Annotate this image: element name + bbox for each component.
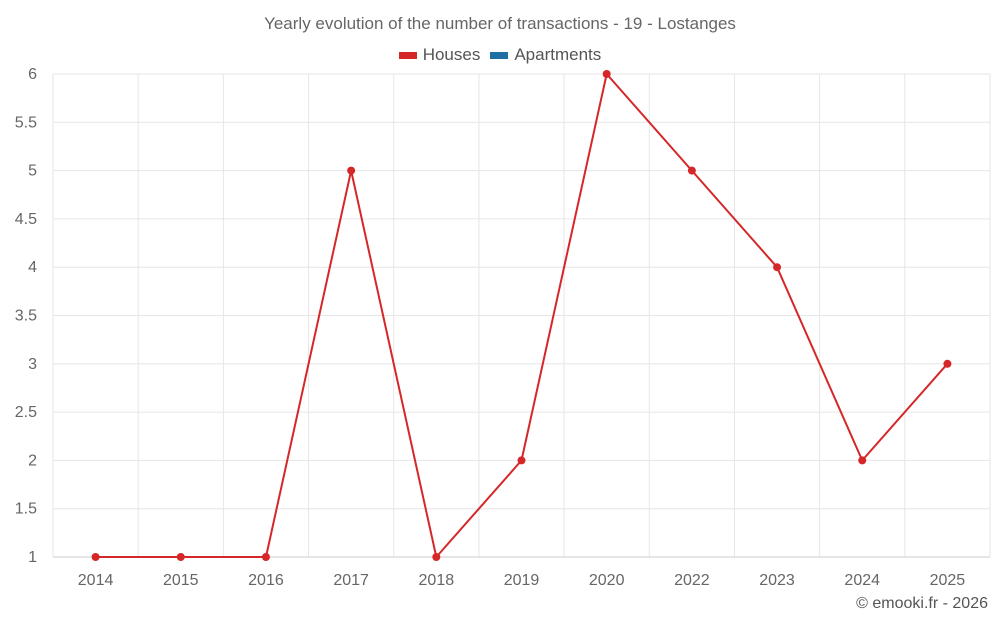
x-tick-label: 2022 <box>674 572 710 589</box>
y-tick-label: 1.5 <box>15 501 37 518</box>
x-tick-label: 2014 <box>78 572 114 589</box>
legend-swatch-apartments <box>490 51 509 59</box>
x-tick-label: 2019 <box>504 572 540 589</box>
x-tick-label: 2018 <box>419 572 455 589</box>
data-point[interactable] <box>602 70 611 78</box>
legend: Houses Apartments <box>0 45 1000 65</box>
footer-credit: © emooki.fr - 2026 <box>856 595 988 612</box>
data-point[interactable] <box>517 456 526 465</box>
data-point[interactable] <box>687 166 696 175</box>
data-point[interactable] <box>176 553 185 561</box>
y-tick-label: 2.5 <box>15 404 37 421</box>
x-tick-label: 2023 <box>759 572 795 589</box>
data-point[interactable] <box>943 359 952 368</box>
grid <box>52 73 991 558</box>
x-tick-label: 2015 <box>163 572 199 589</box>
axes: 1 1.5 2 2.5 3 3.5 4 4.5 5 5.5 6 2014 2015 2016 2017 201… <box>15 66 990 589</box>
x-tick-label: 2017 <box>333 572 369 589</box>
y-tick-label: 4.5 <box>15 211 37 228</box>
x-tick-label: 2025 <box>930 572 966 589</box>
legend-item-houses[interactable]: Houses <box>398 45 481 65</box>
y-tick-label: 2 <box>28 452 37 469</box>
data-point[interactable] <box>91 553 100 561</box>
y-tick-label: 4 <box>28 259 37 276</box>
legend-label-apartments: Apartments <box>514 45 602 64</box>
chart-title: Yearly evolution of the number of transa… <box>264 14 736 33</box>
y-tick-label: 5.5 <box>15 114 37 131</box>
legend-swatch-houses <box>398 51 417 59</box>
data-point[interactable] <box>347 166 356 175</box>
y-tick-label: 3.5 <box>15 308 37 325</box>
x-tick-label: 2024 <box>844 572 880 589</box>
series <box>91 70 952 561</box>
y-tick-label: 3 <box>28 356 37 373</box>
x-tick-label: 2016 <box>248 572 284 589</box>
legend-item-apartments[interactable]: Apartments <box>490 45 601 65</box>
data-point[interactable] <box>261 553 270 561</box>
y-tick-label: 1 <box>28 549 37 566</box>
data-point[interactable] <box>432 553 441 561</box>
data-point[interactable] <box>858 456 867 465</box>
y-tick-label: 6 <box>28 66 37 83</box>
data-point[interactable] <box>773 263 782 272</box>
x-tick-label: 2020 <box>589 572 625 589</box>
legend-label-houses: Houses <box>422 45 481 64</box>
y-tick-label: 5 <box>28 163 37 180</box>
